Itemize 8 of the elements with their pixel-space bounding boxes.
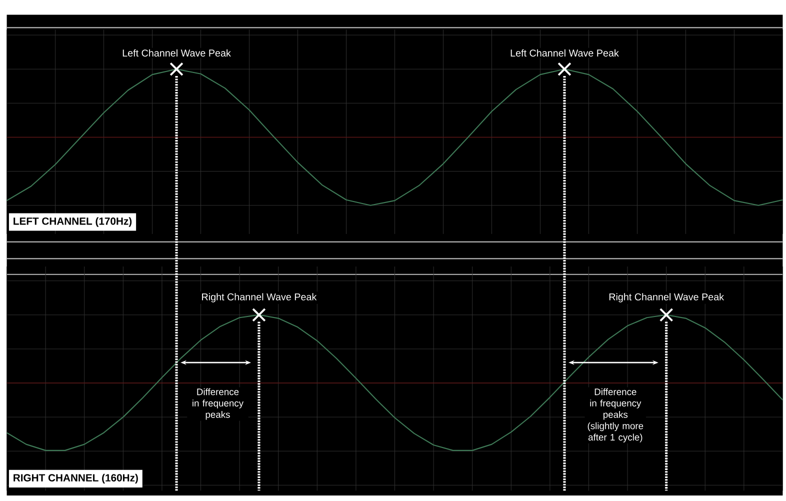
text: RIGHT CHANNEL (160Hz) xyxy=(14,474,138,484)
annotation: Difference in frequency peaks xyxy=(192,388,244,420)
text: LEFT CHANNEL (170Hz) xyxy=(14,216,132,227)
text: Left Channel Wave Peak xyxy=(122,49,231,56)
text: Right Channel Wave Peak xyxy=(202,292,317,302)
annotation: Difference in frequency peaks (slightly more after 1 cycle) xyxy=(588,388,644,442)
text: Right Channel Wave Peak xyxy=(609,292,724,302)
text: Left Channel Wave Peak xyxy=(510,49,619,56)
